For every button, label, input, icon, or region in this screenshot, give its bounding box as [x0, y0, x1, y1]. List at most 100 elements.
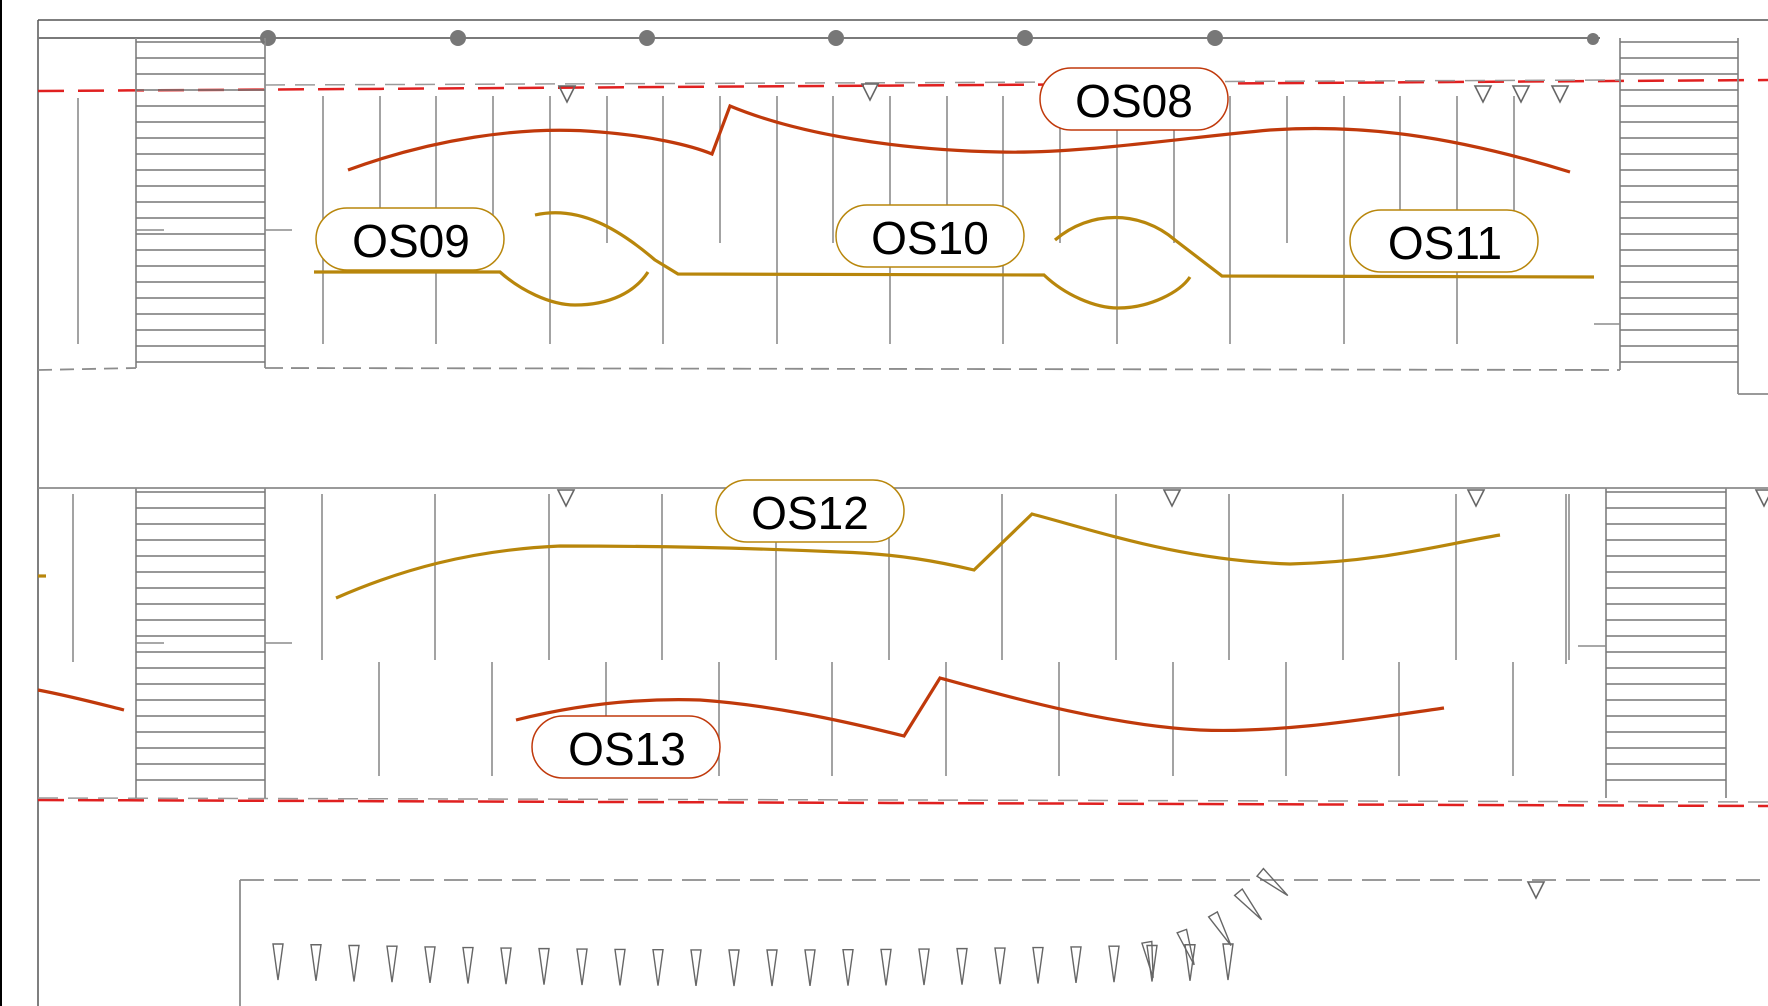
direction-marker — [1466, 489, 1486, 508]
curved-row-marker-shape — [1070, 946, 1082, 983]
curved-row-marker — [386, 945, 398, 983]
curved-row-marker — [1233, 887, 1263, 921]
route-label-os10: OS10 — [835, 204, 1025, 268]
direction-marker — [557, 85, 577, 104]
curved-row-marker-shape — [576, 948, 588, 986]
curved-row-marker — [1255, 867, 1289, 897]
curved-row-marker — [1141, 940, 1154, 978]
curved-row-marker — [1032, 946, 1044, 984]
curved-row-marker — [424, 946, 436, 983]
curved-row-marker — [500, 947, 512, 985]
curved-row-marker — [652, 949, 664, 986]
curved-row-marker-shape — [690, 949, 702, 986]
curved-row-marker-shape — [1176, 928, 1195, 966]
rail-post — [260, 30, 276, 46]
route-os12-line — [335, 512, 1501, 600]
curved-row-marker — [1070, 946, 1082, 983]
curved-row-marker-shape — [1207, 910, 1232, 947]
route-label-os11: OS11 — [1349, 209, 1539, 273]
rail-post — [1207, 30, 1223, 46]
curved-row-marker-shape — [1222, 943, 1234, 981]
boundary-bottom-red — [37, 798, 1768, 808]
route-label-text: OS12 — [751, 487, 869, 539]
route-lines — [37, 103, 1595, 738]
direction-markers — [556, 83, 1768, 900]
direction-marker — [1511, 85, 1531, 104]
route-os08-line — [347, 103, 1571, 174]
curved-row-marker — [994, 947, 1006, 985]
route-label-os09: OS09 — [315, 207, 505, 271]
curved-row-marker — [272, 943, 284, 981]
curved-row-marker — [690, 949, 702, 986]
direction-marker — [556, 489, 576, 508]
route-label-text: OS11 — [1388, 217, 1502, 269]
curved-row-marker-shape — [804, 949, 816, 986]
rail-post — [1017, 30, 1033, 46]
curved-row-marker — [310, 944, 322, 981]
curved-row-marker — [348, 944, 360, 982]
curved-row-marker — [538, 947, 550, 985]
curved-row-marker-shape — [652, 949, 664, 986]
curved-row-marker-shape — [386, 945, 398, 983]
curved-row-marker-shape — [310, 944, 322, 981]
curved-row-marker — [576, 948, 588, 986]
curved-row-marker-shape — [424, 946, 436, 983]
curved-row-markers — [272, 867, 1289, 987]
curved-row-marker-shape — [918, 948, 930, 986]
boundary-bottom-grey — [37, 797, 1768, 803]
route-os13-stub — [37, 688, 125, 712]
curved-row-marker-shape — [956, 947, 968, 985]
curved-row-marker — [1176, 928, 1195, 966]
direction-marker — [860, 83, 880, 102]
curved-row-marker — [918, 948, 930, 986]
curved-row-marker — [1108, 945, 1120, 983]
curved-row-marker — [1222, 943, 1234, 981]
curved-row-marker-shape — [842, 949, 854, 986]
route-label-os13: OS13 — [531, 715, 721, 779]
curved-row-marker-shape — [880, 948, 892, 986]
rail-post — [828, 30, 844, 46]
upper-block-outline — [37, 38, 1768, 395]
curved-row-marker-shape — [1108, 945, 1120, 983]
curved-row-marker — [614, 948, 626, 986]
curved-row-marker — [804, 949, 816, 986]
route-label-text: OS08 — [1075, 75, 1193, 127]
curved-row-marker — [728, 949, 740, 987]
parking-stall-lines — [72, 96, 1620, 776]
curved-row-marker — [842, 949, 854, 986]
curved-row-marker — [880, 948, 892, 986]
route-label-text: OS13 — [568, 723, 686, 775]
curved-row-marker-shape — [1255, 867, 1289, 897]
direction-marker — [1526, 881, 1546, 900]
curved-row-marker — [1207, 910, 1232, 947]
route-os09-10-11-line — [314, 211, 1595, 310]
rail-post — [1587, 33, 1599, 45]
curved-row-marker-shape — [348, 944, 360, 982]
curved-row-marker — [766, 949, 778, 987]
boundary-top-red — [37, 78, 1768, 93]
curved-row-marker-shape — [272, 943, 284, 981]
route-label-os08: OS08 — [1039, 67, 1229, 131]
curved-row-marker-shape — [500, 947, 512, 985]
rail-post — [450, 30, 466, 46]
direction-marker — [1162, 489, 1182, 508]
lower-block-outline — [38, 487, 1768, 798]
stair-hatching — [136, 41, 1738, 781]
curved-row-marker-shape — [728, 949, 740, 987]
route-label-os12: OS12 — [715, 479, 905, 543]
route-label-text: OS09 — [352, 215, 470, 267]
bottom-block-outline — [239, 879, 1768, 1006]
rail-post — [639, 30, 655, 46]
curved-row-marker — [462, 946, 474, 984]
boundary-top-grey — [264, 79, 1621, 86]
curved-row-marker-shape — [1032, 946, 1044, 984]
curved-row-marker-shape — [614, 948, 626, 986]
curved-row-marker — [956, 947, 968, 985]
route-label-text: OS10 — [871, 212, 989, 264]
curved-row-marker-shape — [462, 946, 474, 984]
curved-row-marker-shape — [1233, 887, 1263, 921]
route-os13-line — [515, 676, 1445, 738]
curved-row-marker-shape — [538, 947, 550, 985]
curved-row-marker-shape — [1141, 940, 1154, 978]
direction-marker — [1473, 85, 1493, 104]
